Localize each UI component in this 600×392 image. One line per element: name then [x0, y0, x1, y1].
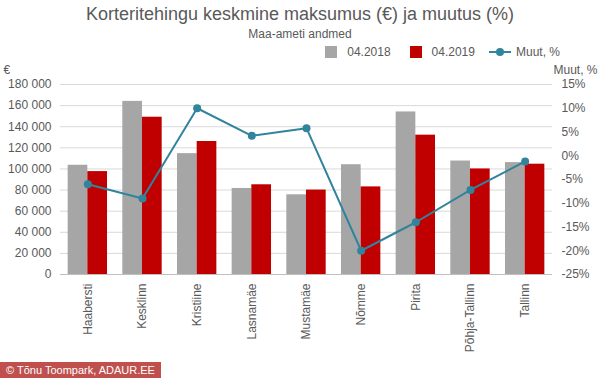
html-text:Korteritehingu keskmine maksum: Korteritehingu keskmine maksumus (€) ja …: [85, 4, 515, 24]
svg-text:100 000: 100 000: [8, 162, 52, 176]
svg-text:60 000: 60 000: [15, 204, 52, 218]
html-text:04.2019: 04.2019: [431, 45, 475, 59]
svg-text:-5%: -5%: [562, 172, 584, 186]
svg-text:€: €: [4, 63, 11, 77]
svg-text:Pirita: Pirita: [409, 283, 423, 311]
svg-text:Kesklinn: Kesklinn: [135, 284, 149, 329]
svg-text:-15%: -15%: [562, 220, 590, 234]
svg-text:Kristiine: Kristiine: [190, 283, 204, 326]
svg-text:Tallinn: Tallinn: [518, 284, 532, 318]
svg-text:10%: 10%: [562, 101, 586, 115]
svg-text:40 000: 40 000: [15, 225, 52, 239]
svg-text:0: 0: [45, 267, 52, 281]
html-text:Muut, %: Muut, %: [516, 45, 560, 59]
svg-text:140 000: 140 000: [8, 120, 52, 134]
svg-text:-20%: -20%: [562, 244, 590, 258]
svg-text:120 000: 120 000: [8, 141, 52, 155]
svg-text:160 000: 160 000: [8, 98, 52, 112]
svg-text:80 000: 80 000: [15, 183, 52, 197]
svg-text:0%: 0%: [562, 149, 580, 163]
html-text:© Tõnu Toompark, ADAUR.EE: © Tõnu Toompark, ADAUR.EE: [6, 364, 155, 376]
svg-text:-25%: -25%: [562, 267, 590, 281]
svg-text:Mustamäe: Mustamäe: [299, 283, 313, 339]
svg-text:Põhja-Tallinn: Põhja-Tallinn: [463, 284, 477, 353]
html-text:Maa-ameti andmed: Maa-ameti andmed: [248, 27, 352, 41]
svg-text:Nõmme: Nõmme: [354, 283, 368, 325]
svg-text:15%: 15%: [562, 77, 586, 91]
svg-text:5%: 5%: [562, 125, 580, 139]
svg-text:Haabersti: Haabersti: [81, 284, 95, 335]
svg-text:180 000: 180 000: [8, 77, 52, 91]
html-text:04.2018: 04.2018: [347, 45, 391, 59]
svg-text:-10%: -10%: [562, 196, 590, 210]
svg-text:Muut, %: Muut, %: [553, 63, 597, 77]
svg-text:Lasnamäe: Lasnamäe: [245, 283, 259, 339]
svg-text:20 000: 20 000: [15, 246, 52, 260]
